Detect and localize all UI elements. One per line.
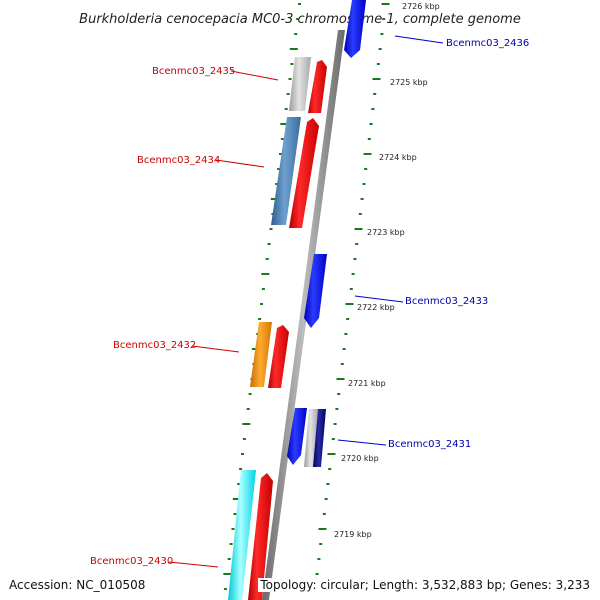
gene-2432-neighbor-orange xyxy=(250,322,272,387)
gene-2434-arrow[interactable] xyxy=(289,118,319,228)
chromosome-backbone xyxy=(262,30,345,600)
topology-text: Topology: circular; Length: 3,532,883 bp… xyxy=(258,578,592,592)
gene-2431-neighbor-navy xyxy=(313,409,326,467)
gene-2435-arrow[interactable] xyxy=(308,60,327,113)
gene-2430-neighbor-cyan xyxy=(228,470,256,600)
gene-labels: Bcenmc03_2436 Bcenmc03_2435 Bcenmc03_243… xyxy=(90,38,529,567)
gene-2436-arrow[interactable] xyxy=(344,0,366,58)
gene-2435-neighbor-gray xyxy=(289,57,311,111)
leader-2434 xyxy=(215,159,265,168)
gene-2434-neighbor-steel xyxy=(271,117,301,225)
scale-label-2721: 2721 kbp xyxy=(348,379,386,388)
scale-label-2725: 2725 kbp xyxy=(390,78,428,87)
gene-label-2435[interactable]: Bcenmc03_2435 xyxy=(152,66,235,77)
scale-label-2719: 2719 kbp xyxy=(334,530,372,539)
forward-strand-genes xyxy=(228,57,327,600)
scale-label-2722: 2722 kbp xyxy=(357,303,395,312)
leader-2435 xyxy=(230,70,279,81)
gene-label-2432[interactable]: Bcenmc03_2432 xyxy=(113,340,196,351)
gene-label-2430[interactable]: Bcenmc03_2430 xyxy=(90,556,173,567)
gene-2431-neighbor-gray xyxy=(304,409,318,467)
map-title: Burkholderia cenocepacia MC0-3 chromosom… xyxy=(79,12,521,27)
gene-2433-arrow[interactable] xyxy=(304,254,327,328)
gene-2431-arrow[interactable] xyxy=(287,408,307,465)
reverse-strand-genes xyxy=(287,0,366,467)
leader-2431 xyxy=(337,439,387,446)
scale-labels: 2726 kbp 2725 kbp 2724 kbp 2723 kbp 2722… xyxy=(334,2,440,539)
gene-label-2433[interactable]: Bcenmc03_2433 xyxy=(405,296,488,307)
leader-2436 xyxy=(394,35,444,44)
gene-label-2434[interactable]: Bcenmc03_2434 xyxy=(137,155,220,166)
gene-label-2436[interactable]: Bcenmc03_2436 xyxy=(446,38,529,49)
accession-text: Accession: NC_010508 xyxy=(7,578,148,592)
leader-2433 xyxy=(354,295,404,303)
label-leaders xyxy=(168,35,444,568)
gene-2430-arrow[interactable] xyxy=(248,473,273,600)
tick-ring-outer xyxy=(313,3,390,590)
leader-2430 xyxy=(168,561,219,568)
scale-label-2726: 2726 kbp xyxy=(402,2,440,11)
scale-label-2724: 2724 kbp xyxy=(379,153,417,162)
scale-label-2720: 2720 kbp xyxy=(341,454,379,463)
scale-label-2723: 2723 kbp xyxy=(367,228,405,237)
gene-2432-arrow[interactable] xyxy=(268,325,289,388)
gene-label-2431[interactable]: Bcenmc03_2431 xyxy=(388,439,471,450)
leader-2432 xyxy=(191,345,240,353)
